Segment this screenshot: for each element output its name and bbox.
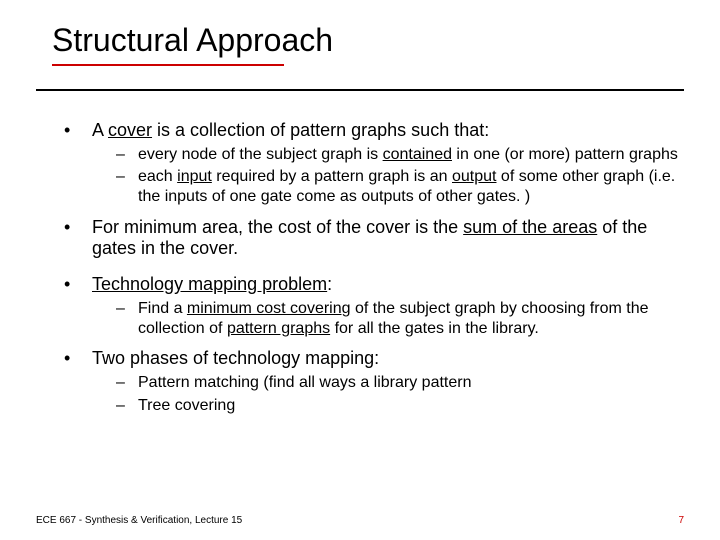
bullet-min-area: • For minimum area, the cost of the cove… [58,217,678,261]
text-segment: Find a [138,300,187,317]
dash-icon: – [116,396,138,416]
text-segment: is a collection of pattern graphs such t… [152,120,489,140]
dash-icon: – [116,373,138,393]
underlined-text: minimum cost covering [187,300,351,317]
title-underline [52,64,284,66]
bullet-dot-icon: • [58,274,92,296]
subbullet-input-output: – each input required by a pattern graph… [58,167,678,206]
bullet-text: Technology mapping problem: [92,274,678,296]
bullet-cover-def: • A cover is a collection of pattern gra… [58,120,678,142]
text-segment: For minimum area, the cost of the cover … [92,217,463,237]
underlined-text: contained [383,146,452,163]
subbullet-tree-cover: – Tree covering [58,396,678,416]
dash-icon: – [116,299,138,338]
text-segment: required by a pattern graph is an [212,168,452,185]
footer-page-number: 7 [678,515,684,526]
slide-body: • A cover is a collection of pattern gra… [58,110,678,415]
text-segment: for all the gates in the library. [330,320,539,337]
footer-course-label: ECE 667 - Synthesis & Verification, Lect… [36,515,242,526]
text-segment: every node of the subject graph is [138,146,383,163]
slide-title: Structural Approach [52,22,333,59]
bullet-text: Tree covering [138,396,678,416]
bullet-text: For minimum area, the cost of the cover … [92,217,678,261]
bullet-text: each input required by a pattern graph i… [138,167,678,206]
underlined-text: pattern graphs [227,320,330,337]
bullet-dot-icon: • [58,120,92,142]
slide: Structural Approach • A cover is a colle… [0,0,720,540]
bullet-dot-icon: • [58,348,92,370]
dash-icon: – [116,167,138,206]
bullet-text: every node of the subject graph is conta… [138,145,678,165]
text-segment: in one (or more) pattern graphs [452,146,678,163]
subbullet-contained: – every node of the subject graph is con… [58,145,678,165]
bullet-dot-icon: • [58,217,92,261]
dash-icon: – [116,145,138,165]
bullet-text: Two phases of technology mapping: [92,348,678,370]
underlined-text: input [177,168,212,185]
bullet-text: A cover is a collection of pattern graph… [92,120,678,142]
bullet-two-phases: • Two phases of technology mapping: [58,348,678,370]
horizontal-rule [36,89,684,91]
subbullet-pattern-match: – Pattern matching (find all ways a libr… [58,373,678,393]
text-segment: A [92,120,108,140]
bullet-text: Pattern matching (find all ways a librar… [138,373,678,393]
text-segment: each [138,168,177,185]
bullet-text: Find a minimum cost covering of the subj… [138,299,678,338]
underlined-text: sum of the areas [463,217,597,237]
underlined-text: output [452,168,496,185]
bullet-tech-mapping: • Technology mapping problem: [58,274,678,296]
subbullet-min-cost-cover: – Find a minimum cost covering of the su… [58,299,678,338]
text-segment: : [327,274,332,294]
underlined-text: Technology mapping problem [92,274,327,294]
underlined-text: cover [108,120,152,140]
